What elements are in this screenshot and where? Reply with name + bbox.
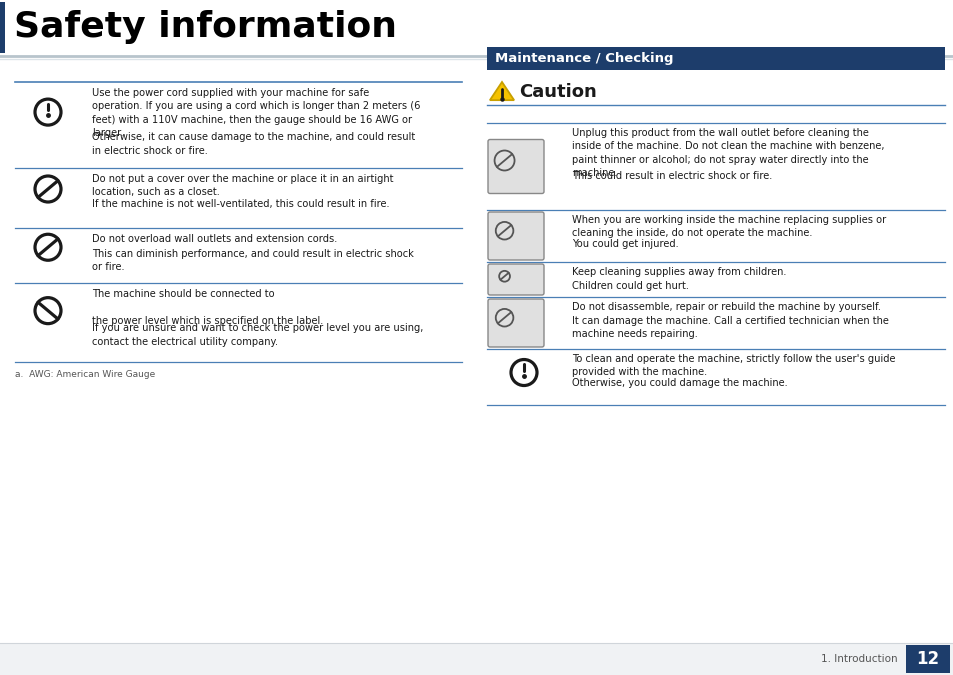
Text: Maintenance / Checking: Maintenance / Checking <box>495 52 673 65</box>
Text: Do not put a cover over the machine or place it in an airtight
location, such as: Do not put a cover over the machine or p… <box>91 174 393 197</box>
Bar <box>0 2 5 53</box>
Text: If you are unsure and want to check the power level you are using,
contact the e: If you are unsure and want to check the … <box>91 323 423 347</box>
Bar <box>0 643 953 675</box>
Text: If the machine is not well-ventilated, this could result in fire.: If the machine is not well-ventilated, t… <box>91 198 389 209</box>
Text: Caution: Caution <box>518 83 597 101</box>
Text: Safety information: Safety information <box>14 11 396 45</box>
Text: It can damage the machine. Call a certified technician when the
machine needs re: It can damage the machine. Call a certif… <box>572 316 888 339</box>
Text: 12: 12 <box>916 650 939 668</box>
Text: This can diminish performance, and could result in electric shock
or fire.: This can diminish performance, and could… <box>91 249 414 272</box>
Text: 1. Introduction: 1. Introduction <box>821 654 897 664</box>
FancyBboxPatch shape <box>488 299 543 347</box>
Polygon shape <box>490 82 514 100</box>
Text: The machine should be connected to

the power level which is specified on the la: The machine should be connected to the p… <box>91 289 323 326</box>
Text: This could result in electric shock or fire.: This could result in electric shock or f… <box>572 171 772 181</box>
Text: You could get injured.: You could get injured. <box>572 238 678 248</box>
Text: Otherwise, it can cause damage to the machine, and could result
in electric shoc: Otherwise, it can cause damage to the ma… <box>91 132 415 155</box>
Text: Keep cleaning supplies away from children.: Keep cleaning supplies away from childre… <box>572 267 785 277</box>
FancyBboxPatch shape <box>488 140 543 194</box>
Text: a.  AWG: American Wire Gauge: a. AWG: American Wire Gauge <box>15 370 155 379</box>
Bar <box>486 47 944 70</box>
Text: Use the power cord supplied with your machine for safe
operation. If you are usi: Use the power cord supplied with your ma… <box>91 88 420 138</box>
Text: Otherwise, you could damage the machine.: Otherwise, you could damage the machine. <box>572 377 787 387</box>
FancyBboxPatch shape <box>488 212 543 260</box>
Text: When you are working inside the machine replacing supplies or
cleaning the insid: When you are working inside the machine … <box>572 215 885 238</box>
Text: Do not overload wall outlets and extension cords.: Do not overload wall outlets and extensi… <box>91 234 337 244</box>
Text: Unplug this product from the wall outlet before cleaning the
inside of the machi: Unplug this product from the wall outlet… <box>572 128 883 178</box>
FancyBboxPatch shape <box>488 264 543 295</box>
Bar <box>905 645 949 673</box>
Text: Children could get hurt.: Children could get hurt. <box>572 281 688 291</box>
Text: To clean and operate the machine, strictly follow the user's guide
provided with: To clean and operate the machine, strict… <box>572 354 895 377</box>
Text: Do not disassemble, repair or rebuild the machine by yourself.: Do not disassemble, repair or rebuild th… <box>572 302 880 312</box>
Bar <box>0 0 953 55</box>
